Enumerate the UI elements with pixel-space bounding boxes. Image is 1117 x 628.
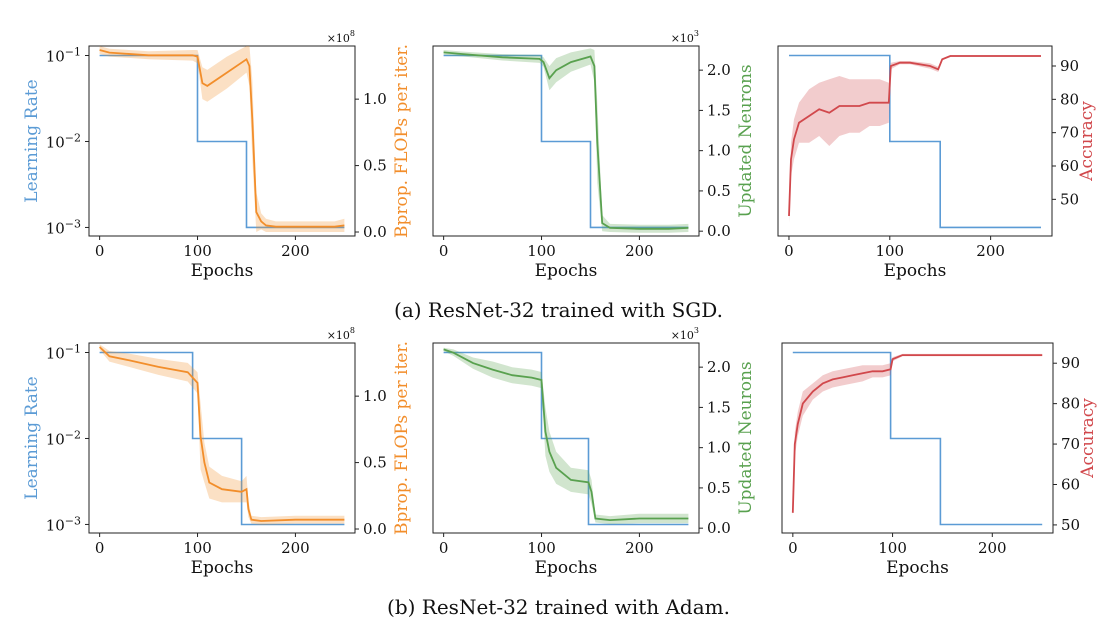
y-right-tick-label: 1.5 xyxy=(707,398,731,416)
x-tick-label: 200 xyxy=(978,539,1007,557)
x-tick-label: 0 xyxy=(439,539,449,557)
y-left-tick-label: 10−2 xyxy=(46,428,81,448)
y-left-tick-label: 10−1 xyxy=(46,343,81,363)
panel-0-flops: 0 100 200 Epochs Learning Rate 0.0 0.5 1.0 Bprop… xyxy=(22,44,412,281)
axes-frame xyxy=(777,45,1053,237)
neurons-line xyxy=(443,51,689,230)
x-axis-label: Epochs xyxy=(886,558,949,578)
y-right-axis-label: Accuracy xyxy=(1078,398,1098,479)
x-tick-label: 0 xyxy=(788,539,798,557)
y-right-tick-label: 2.0 xyxy=(707,358,731,376)
y-right-tick-label: 50 xyxy=(1060,190,1079,208)
x-tick-label: 200 xyxy=(281,242,310,260)
x-tick-label: 200 xyxy=(976,242,1005,260)
panel-1-accuracy: 0 100 200 Epochs 50 60 70 80 90 Accuracy xyxy=(781,342,1098,578)
y-right-multiplier: ×103 xyxy=(671,29,699,45)
y-left-axis-label: Learning Rate xyxy=(22,376,42,499)
x-tick-label: 200 xyxy=(625,539,654,557)
x-tick-label: 0 xyxy=(784,242,794,260)
flops-line xyxy=(99,49,345,228)
y-right-axis-label: Updated Neurons xyxy=(736,361,756,514)
axes-frame xyxy=(432,45,700,237)
x-tick-label: 0 xyxy=(95,242,105,260)
x-tick-label: 100 xyxy=(527,539,556,557)
panel-1-flops: 0 100 200 Epochs Learning Rate 0.0 0.5 1.0 Bprop… xyxy=(22,341,412,578)
neurons-variance-band xyxy=(443,48,689,233)
x-axis-label: Epochs xyxy=(535,558,598,578)
acc-line xyxy=(788,55,1041,217)
learning-rate-line xyxy=(443,351,689,526)
y-right-tick-label: 80 xyxy=(1061,395,1080,413)
y-right-tick-label: 90 xyxy=(1061,354,1080,372)
y-right-tick-label: 1.0 xyxy=(707,142,731,160)
y-right-tick-label: 0.5 xyxy=(707,182,731,200)
x-tick-label: 0 xyxy=(439,242,449,260)
x-tick-label: 200 xyxy=(625,242,654,260)
x-tick-label: 100 xyxy=(183,539,212,557)
learning-rate-line xyxy=(99,351,345,526)
y-right-tick-label: 50 xyxy=(1061,516,1080,534)
axes-frame xyxy=(432,342,700,534)
x-axis-label: Epochs xyxy=(191,558,254,578)
axes-frame xyxy=(781,342,1054,534)
y-left-tick-label: 10−3 xyxy=(46,514,81,534)
neurons-variance-band xyxy=(443,347,689,525)
y-right-tick-label: 60 xyxy=(1060,157,1079,175)
x-axis-label: Epochs xyxy=(535,261,598,281)
caption-adam: (b) ResNet-32 trained with Adam. xyxy=(387,595,730,619)
x-tick-label: 200 xyxy=(281,539,310,557)
y-right-tick-label: 0.5 xyxy=(363,157,387,175)
y-right-tick-label: 1.5 xyxy=(707,101,731,119)
y-right-tick-label: 0.0 xyxy=(707,222,731,240)
panel-1-neurons: 0 100 200 Epochs 0.0 0.5 1.0 1.5 2.0 Updated Neur… xyxy=(432,342,756,578)
y-left-tick-label: 10−1 xyxy=(46,46,81,66)
y-right-tick-label: 70 xyxy=(1061,435,1080,453)
y-right-tick-label: 1.0 xyxy=(363,90,387,108)
y-left-tick-label: 10−3 xyxy=(46,217,81,237)
y-right-tick-label: 0.0 xyxy=(707,519,731,537)
x-axis-label: Epochs xyxy=(884,261,947,281)
x-tick-label: 100 xyxy=(878,539,907,557)
x-tick-label: 100 xyxy=(875,242,904,260)
y-right-axis-label: Updated Neurons xyxy=(736,64,756,217)
y-right-multiplier: ×108 xyxy=(327,326,355,342)
learning-rate-line xyxy=(443,54,689,229)
y-left-tick-label: 10−2 xyxy=(46,131,81,151)
x-tick-label: 0 xyxy=(95,539,105,557)
x-axis-label: Epochs xyxy=(191,261,254,281)
panel-0-neurons: 0 100 200 Epochs 0.0 0.5 1.0 1.5 2.0 Updated Neur… xyxy=(432,45,756,281)
flops-variance-band xyxy=(99,344,345,525)
acc-variance-band xyxy=(789,55,1041,223)
y-right-tick-label: 80 xyxy=(1060,90,1079,108)
y-right-tick-label: 0.5 xyxy=(363,454,387,472)
y-right-tick-label: 0.5 xyxy=(707,479,731,497)
flops-variance-band xyxy=(99,46,345,232)
x-tick-label: 100 xyxy=(183,242,212,260)
x-tick-label: 100 xyxy=(527,242,556,260)
y-right-tick-label: 2.0 xyxy=(707,61,731,79)
caption-sgd: (a) ResNet-32 trained with SGD. xyxy=(394,298,723,322)
y-right-axis-label: Bprop. FLOPs per iter. xyxy=(392,44,412,238)
y-right-multiplier: ×103 xyxy=(671,326,699,342)
y-right-tick-label: 1.0 xyxy=(707,439,731,457)
y-left-axis-label: Learning Rate xyxy=(22,79,42,202)
y-right-axis-label: Accuracy xyxy=(1077,101,1097,182)
y-right-tick-label: 1.0 xyxy=(363,387,387,405)
learning-rate-line xyxy=(789,54,1041,229)
y-right-multiplier: ×108 xyxy=(327,29,355,45)
acc-variance-band xyxy=(792,353,1043,517)
panel-0-accuracy: 0 100 200 Epochs 50 60 70 80 90 Accuracy xyxy=(777,45,1097,281)
learning-rate-line xyxy=(792,351,1043,526)
y-right-tick-label: 60 xyxy=(1061,475,1080,493)
y-right-tick-label: 90 xyxy=(1060,57,1079,75)
y-right-axis-label: Bprop. FLOPs per iter. xyxy=(392,341,412,535)
flops-line xyxy=(98,346,345,522)
y-right-tick-label: 0.0 xyxy=(363,223,387,241)
acc-line xyxy=(791,354,1043,513)
y-right-tick-label: 0.0 xyxy=(363,520,387,538)
y-right-tick-label: 70 xyxy=(1060,124,1079,142)
neurons-line xyxy=(443,348,689,522)
